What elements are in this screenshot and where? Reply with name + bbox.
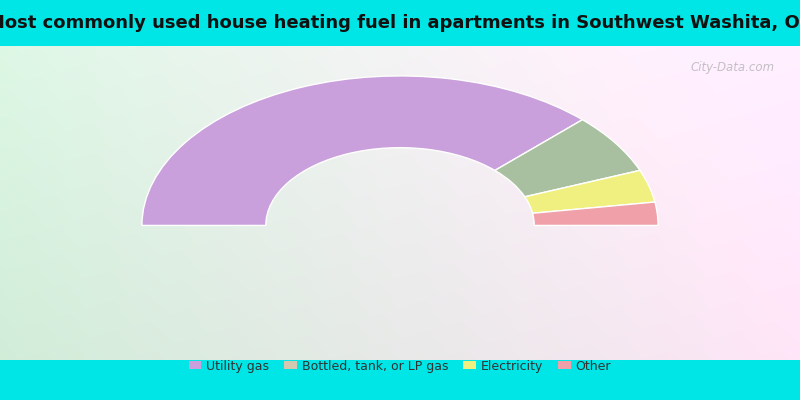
Text: Most commonly used house heating fuel in apartments in Southwest Washita, OK: Most commonly used house heating fuel in… xyxy=(0,14,800,32)
Wedge shape xyxy=(525,170,655,213)
Legend: Utility gas, Bottled, tank, or LP gas, Electricity, Other: Utility gas, Bottled, tank, or LP gas, E… xyxy=(184,355,616,378)
Wedge shape xyxy=(495,120,640,197)
Wedge shape xyxy=(142,76,582,226)
Wedge shape xyxy=(533,202,658,226)
Text: City-Data.com: City-Data.com xyxy=(690,61,774,74)
